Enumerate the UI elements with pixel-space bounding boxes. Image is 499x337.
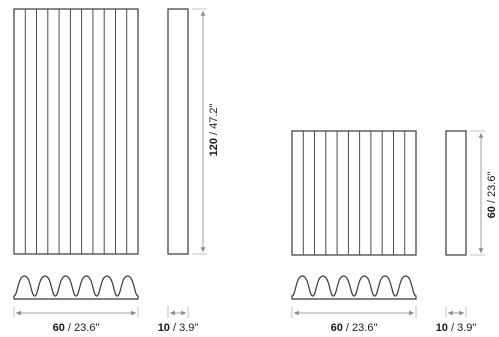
large-depth-label: 10 / 3.9"	[158, 322, 199, 334]
large-panel-front-view	[13, 8, 139, 255]
small-width-dimension: 60 / 23.6"	[291, 306, 417, 334]
large-panel-flutes	[24, 9, 128, 254]
small-depth-dimension: 10 / 3.9"	[436, 306, 477, 334]
small-panel-wave-profile	[291, 275, 417, 300]
small-height-label: 60 / 23.6"	[486, 172, 498, 219]
large-width-dimension: 60 / 23.6"	[13, 306, 139, 334]
small-width-label: 60 / 23.6"	[331, 322, 378, 334]
small-height-dimension: 60 / 23.6"	[470, 130, 498, 256]
large-height-label: 120 / 47.2"	[208, 103, 220, 156]
large-panel-profile	[13, 275, 139, 300]
small-panel-profile	[291, 275, 417, 300]
large-panel-side-view	[167, 8, 189, 255]
large-panel-wave-profile	[13, 275, 139, 300]
small-panel-front-view	[291, 130, 417, 256]
large-height-dimension: 120 / 47.2"	[192, 8, 220, 255]
small-panel-side-view	[445, 130, 467, 256]
small-panel-flutes	[302, 131, 406, 255]
small-depth-label: 10 / 3.9"	[436, 322, 477, 334]
large-width-label: 60 / 23.6"	[53, 322, 100, 334]
large-depth-dimension: 10 / 3.9"	[158, 306, 199, 334]
